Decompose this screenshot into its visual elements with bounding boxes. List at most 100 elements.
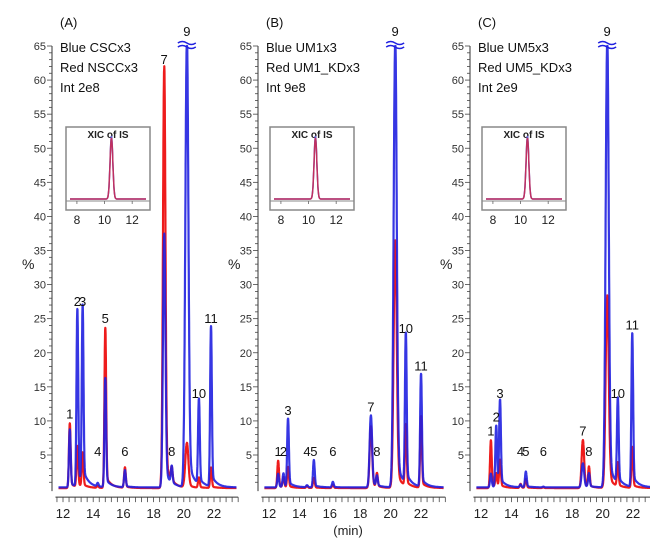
y-tick-label: 25	[34, 314, 46, 326]
inset-red-trace	[486, 137, 562, 200]
y-tick-label: 10	[452, 416, 464, 428]
y-tick-label: 45	[240, 177, 252, 189]
y-tick-label: 30	[452, 280, 464, 292]
y-tick-label: 10	[240, 416, 252, 428]
peak-label: 3	[284, 403, 291, 418]
peak-label: 10	[399, 321, 413, 336]
inset-red-trace	[274, 137, 350, 200]
peak-label: 8	[585, 444, 592, 459]
inset-xic: XIC of IS 8 10 12	[269, 126, 355, 227]
peak-label: 6	[329, 444, 336, 459]
annotation-line: Int 9e8	[266, 80, 306, 95]
peak-label: 4	[94, 444, 101, 459]
y-axis-label: %	[440, 256, 452, 272]
y-tick-label: 55	[34, 109, 46, 121]
y-tick-label: 60	[240, 75, 252, 87]
y-axis-label: %	[228, 256, 240, 272]
inset-x-tick-label: 12	[126, 213, 140, 227]
x-tick-label: 12	[262, 506, 276, 521]
x-tick-label: 14	[86, 506, 100, 521]
peak-label: 1	[275, 444, 282, 459]
peak-label: 6	[121, 444, 128, 459]
y-tick-label: 55	[452, 109, 464, 121]
annotation-line: Blue UM5x3	[478, 40, 549, 55]
y-tick-label: 65	[34, 41, 46, 53]
y-tick-label: 20	[240, 348, 252, 360]
x-tick-label: 18	[353, 506, 367, 521]
x-axis-label: (min)	[333, 523, 363, 538]
y-tick-label: 50	[240, 143, 252, 155]
peak-label: 2	[280, 444, 287, 459]
y-tick-label: 15	[240, 382, 252, 394]
inset-title: XIC of IS	[503, 130, 544, 141]
peak-label: 9	[392, 24, 399, 39]
y-tick-label: 60	[452, 75, 464, 87]
y-tick-label: 5	[246, 450, 252, 462]
axis-break-mark	[597, 40, 617, 50]
x-tick-label: 20	[177, 506, 191, 521]
y-tick-label: 45	[452, 177, 464, 189]
inset-title: XIC of IS	[87, 130, 128, 141]
annotation-line: Red UM5_KDx3	[478, 60, 572, 75]
y-tick-label: 40	[240, 211, 252, 223]
y-tick-label: 35	[452, 246, 464, 258]
peak-label: 5	[102, 311, 109, 326]
peak-label: 3	[496, 386, 503, 401]
peak-label: 2	[74, 294, 81, 309]
peak-label: 1	[66, 406, 73, 421]
y-tick-label: 50	[452, 143, 464, 155]
y-tick-label: 30	[34, 280, 46, 292]
x-tick-label: 20	[595, 506, 609, 521]
x-tick-label: 18	[146, 506, 160, 521]
inset-x-tick-label: 8	[490, 213, 497, 227]
x-tick-label: 18	[565, 506, 579, 521]
inset-x-tick-label: 10	[302, 213, 316, 227]
x-tick-label: 22	[414, 506, 428, 521]
y-tick-label: 60	[34, 75, 46, 87]
peak-label: 6	[540, 444, 547, 459]
y-tick-label: 65	[240, 41, 252, 53]
y-tick-label: 40	[452, 211, 464, 223]
peak-label: 7	[161, 52, 168, 67]
y-tick-label: 25	[240, 314, 252, 326]
y-tick-label: 20	[34, 348, 46, 360]
blue-trace	[263, 44, 445, 489]
y-axis-label: %	[22, 256, 34, 272]
x-tick-label: 16	[116, 506, 130, 521]
inset-xic: XIC of IS 8 10 12	[65, 126, 151, 227]
peak-label: 7	[579, 423, 586, 438]
annotation-line: Red UM1_KDx3	[266, 60, 360, 75]
x-tick-label: 16	[323, 506, 337, 521]
y-tick-label: 5	[458, 450, 464, 462]
axis-break-mark	[177, 40, 197, 50]
y-tick-label: 40	[34, 211, 46, 223]
inset-x-tick-label: 12	[330, 213, 344, 227]
inset-x-tick-label: 8	[278, 213, 285, 227]
inset-x-tick-label: 8	[74, 213, 81, 227]
panel-label: (C)	[478, 15, 496, 30]
annotation-line: Int 2e9	[478, 80, 518, 95]
y-tick-label: 15	[452, 382, 464, 394]
x-tick-label: 22	[626, 506, 640, 521]
peak-label: 4	[517, 444, 524, 459]
peak-label: 5	[522, 444, 529, 459]
y-tick-label: 65	[452, 41, 464, 53]
peak-label: 8	[168, 444, 175, 459]
y-tick-label: 25	[452, 314, 464, 326]
peak-label: 5	[310, 444, 317, 459]
x-tick-label: 14	[504, 506, 518, 521]
y-tick-label: 45	[34, 177, 46, 189]
annotation-line: Blue UM1x3	[266, 40, 337, 55]
peak-label: 11	[414, 359, 428, 374]
y-tick-label: 35	[240, 246, 252, 258]
blue-trace	[57, 44, 238, 489]
blue-trace	[475, 44, 650, 489]
peak-label: 1	[487, 423, 494, 438]
inset-title: XIC of IS	[291, 130, 332, 141]
y-tick-label: 50	[34, 143, 46, 155]
x-tick-label: 12	[474, 506, 488, 521]
panel-label: (B)	[266, 15, 283, 30]
peak-label: 10	[611, 386, 625, 401]
